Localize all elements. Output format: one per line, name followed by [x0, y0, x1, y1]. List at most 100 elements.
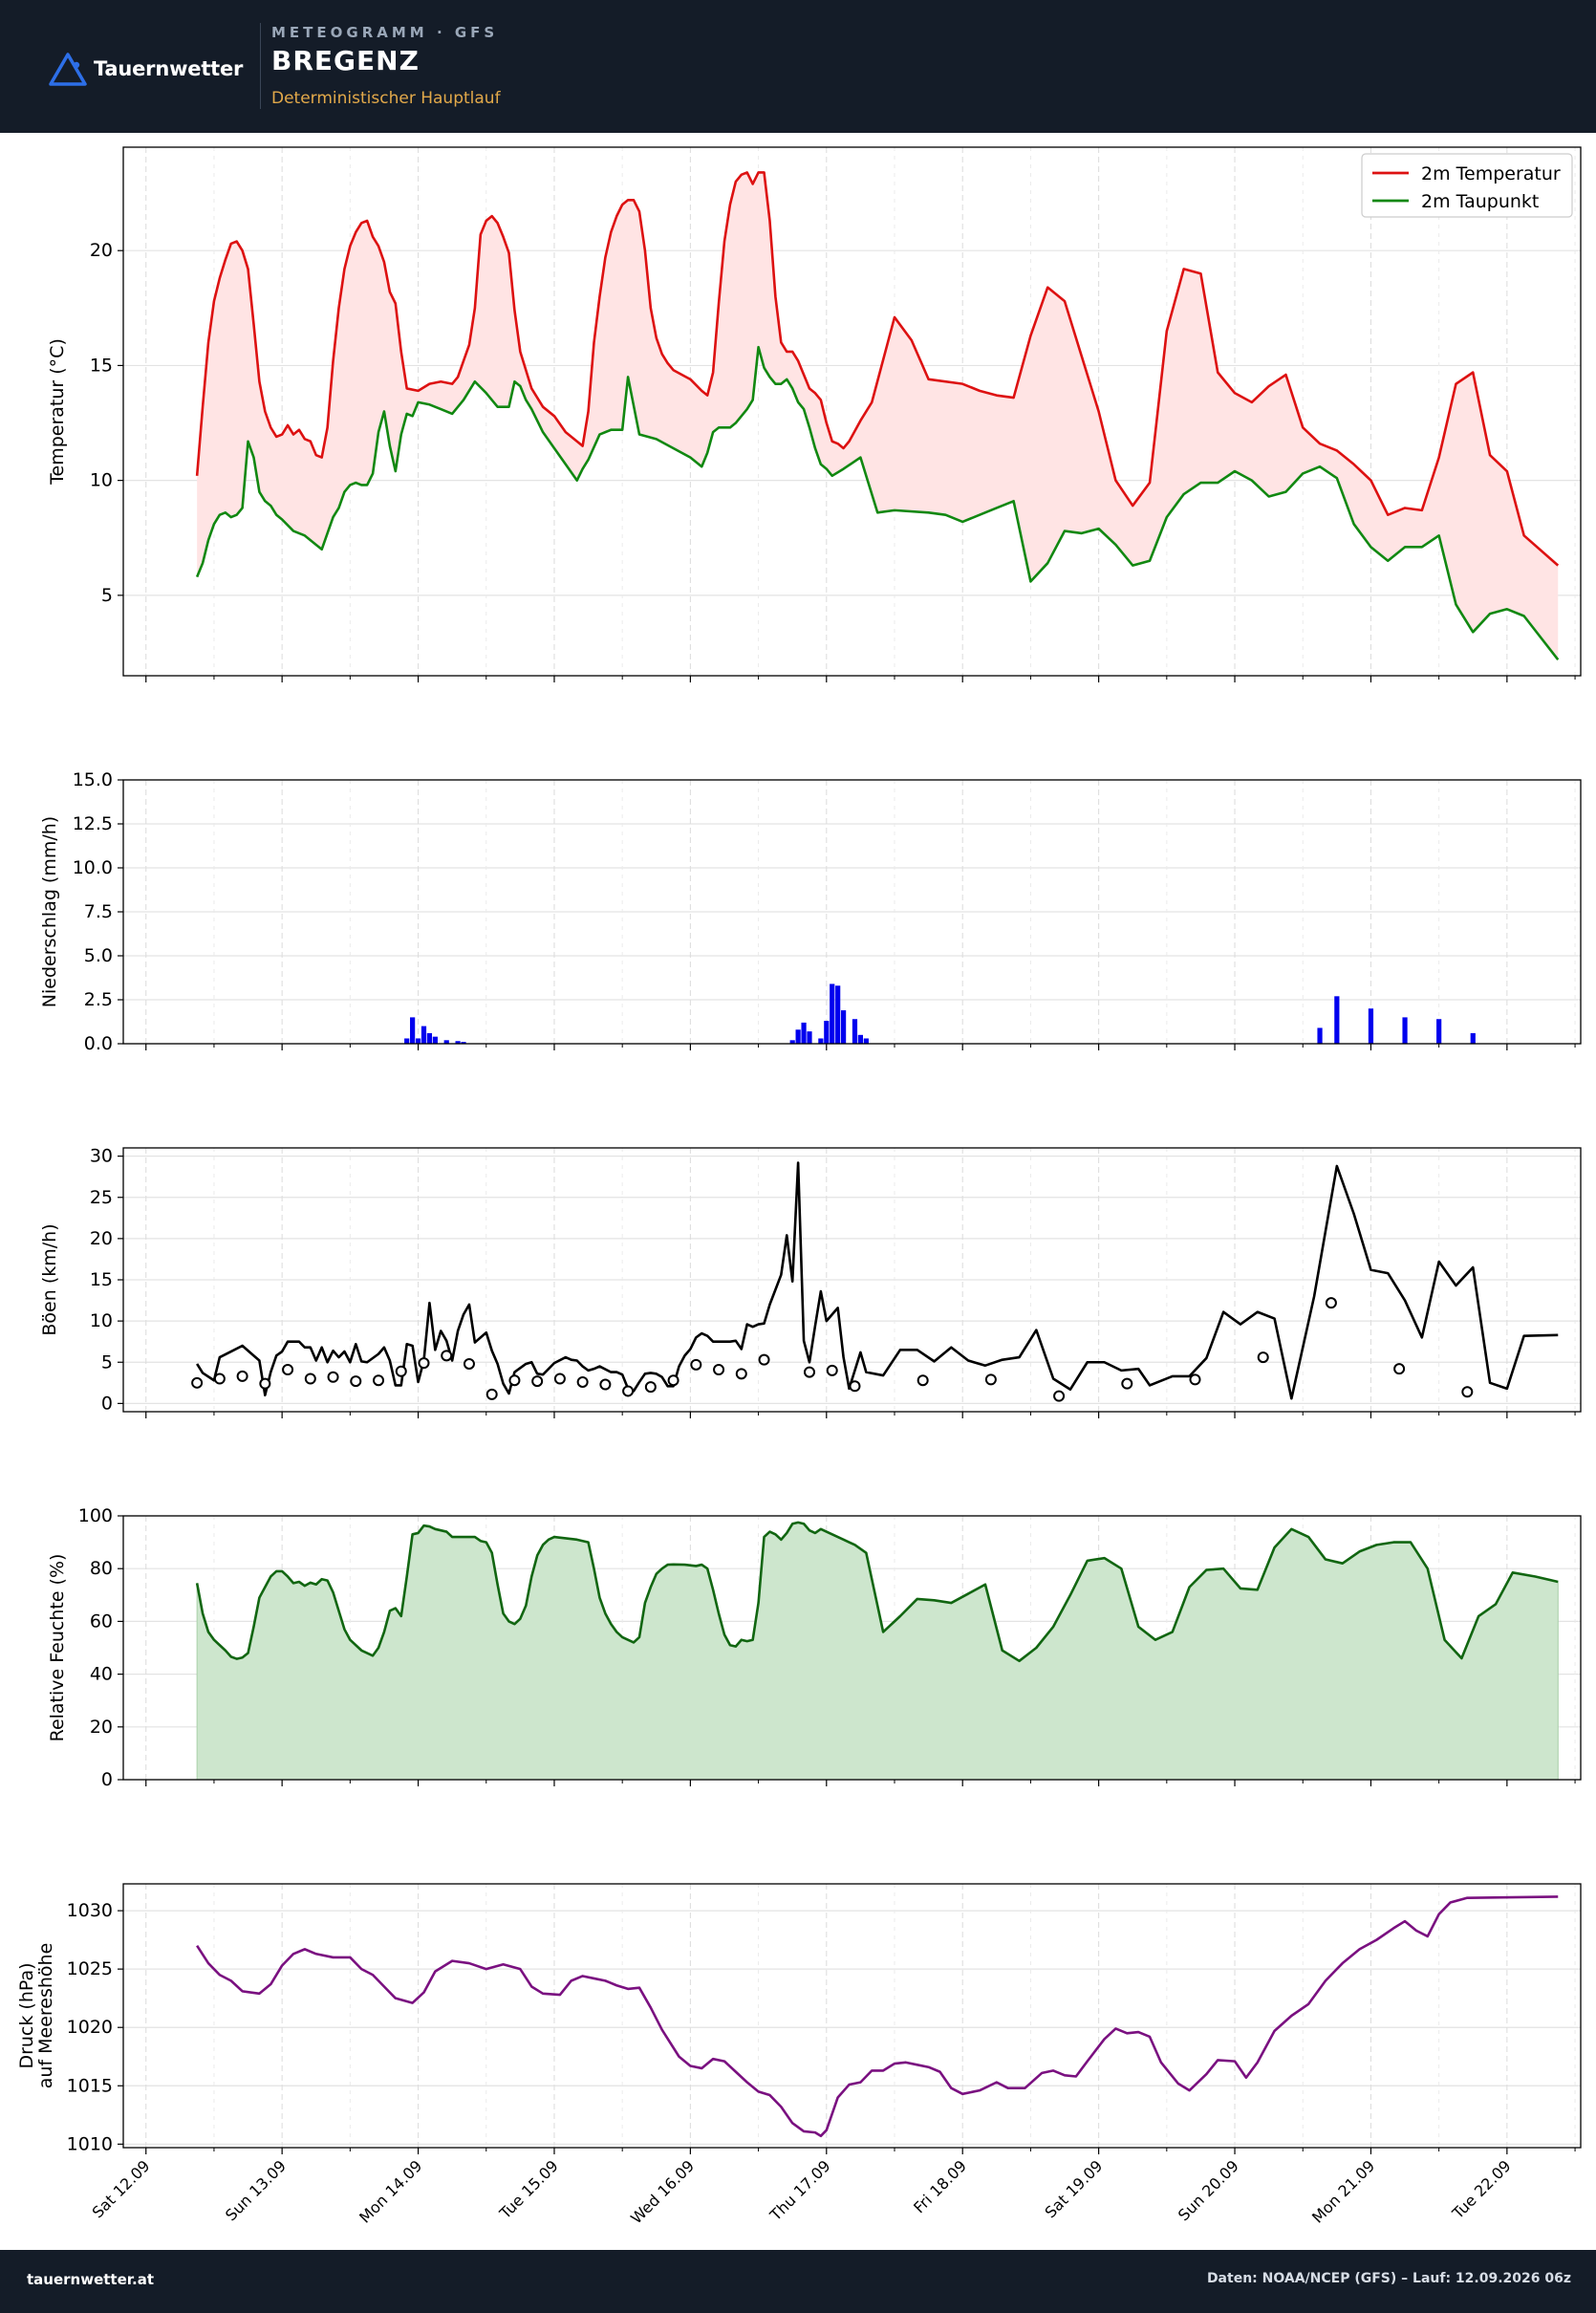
precipitation-bar: [801, 1022, 807, 1044]
gust-mean-marker: [485, 1388, 498, 1400]
precipitation-bar: [461, 1042, 466, 1044]
x-tick-label: Sun 13.09: [222, 2156, 290, 2224]
gust-mean-marker: [826, 1364, 838, 1376]
precipitation-bar: [830, 984, 835, 1044]
gust-mean-marker: [553, 1373, 566, 1385]
plot-area: [404, 984, 1476, 1044]
x-tick-label: Tue 15.09: [495, 2156, 561, 2222]
gust-mean-marker: [373, 1374, 385, 1387]
gust-mean-marker: [1189, 1373, 1201, 1386]
precipitation-bar: [1317, 1027, 1323, 1044]
precipitation-bar: [410, 1017, 416, 1044]
y-tick-label: 10.0: [73, 857, 113, 878]
gust-mean-marker: [984, 1373, 997, 1386]
mountain-triangle-icon: [49, 53, 87, 86]
plot-area: [195, 171, 1560, 660]
precipitation-bar: [857, 1034, 864, 1044]
panel-precipitation: 0.0 2.5 5.0 7.5 10.0 12.5 15.0 Niederschlag (mm…: [39, 769, 1582, 1054]
precipitation-bar: [863, 1038, 869, 1044]
gust-mean-marker: [531, 1375, 544, 1388]
x-tick-label: Sun 20.09: [1175, 2156, 1242, 2224]
gust-mean-marker: [441, 1350, 453, 1362]
gust-mean-marker: [508, 1374, 521, 1387]
y-axis-label: Druck (hPa): [16, 1962, 37, 2068]
footer-bar: tauernwetter.at Daten: NOAA/NCEP (GFS) –…: [0, 2250, 1596, 2313]
y-axis-label-2: auf Meereshöhe: [35, 1943, 56, 2089]
y-tick-label: 0.0: [84, 1033, 113, 1054]
gust-mean-marker: [758, 1353, 770, 1366]
legend-entry: 2m Taupunkt: [1421, 191, 1539, 212]
temperature-series-line-0: [195, 171, 1560, 567]
y-tick-label: 20: [90, 1717, 113, 1738]
gust-mean-marker: [690, 1358, 702, 1371]
y-tick-label: 30: [90, 1146, 113, 1167]
panel-temperature: 5 10 15 20 Temperatur (°C) 2m Temperatur 2m Ta…: [47, 146, 1582, 682]
gust-mean-marker: [713, 1364, 725, 1376]
y-tick-label: 80: [90, 1558, 113, 1579]
y-tick-label: 40: [90, 1664, 113, 1685]
precipitation-bar: [795, 1029, 801, 1044]
y-axis-label: Temperatur (°C): [47, 338, 68, 486]
precipitation-bar: [1470, 1032, 1476, 1044]
gust-mean-marker: [259, 1377, 271, 1390]
plot-area: [196, 1895, 1559, 2138]
precipitation-bar: [835, 985, 841, 1044]
footer-site-link[interactable]: tauernwetter.at: [27, 2271, 155, 2288]
y-tick-label: 20: [90, 1228, 113, 1249]
gust-mean-marker: [213, 1373, 226, 1385]
precipitation-bar: [1368, 1008, 1374, 1044]
gust-mean-marker: [236, 1370, 248, 1382]
y-tick-label: 1015: [67, 2075, 113, 2096]
y-tick-label: 1010: [67, 2133, 113, 2154]
brand-name: Tauernwetter: [94, 57, 244, 80]
y-tick-label: 5: [101, 1351, 113, 1373]
x-tick-label: Sat 19.09: [1041, 2156, 1106, 2221]
plot-area: [191, 1161, 1559, 1402]
x-tick-label: Sat 12.09: [89, 2156, 154, 2221]
precipitation-bar: [789, 1040, 795, 1044]
gust-mean-marker: [191, 1376, 204, 1389]
gust-mean-marker: [1461, 1386, 1474, 1398]
legend-box: [1361, 153, 1573, 218]
precipitation-bar: [1436, 1019, 1442, 1044]
y-tick-label: 60: [90, 1610, 113, 1632]
y-tick-label: 12.5: [73, 813, 113, 834]
gust-mean-marker: [803, 1366, 815, 1378]
x-tick-label: Mon 21.09: [1308, 2156, 1378, 2226]
gust-mean-marker: [1257, 1351, 1269, 1364]
gust-mean-marker: [304, 1373, 316, 1385]
panel-humidity: 0 20 40 60 80 100 Relative Feuchte (%): [47, 1505, 1582, 1790]
gust-mean-marker: [1393, 1363, 1406, 1375]
gust-mean-marker: [350, 1375, 362, 1388]
gust-mean-marker: [667, 1374, 679, 1387]
y-tick-label: 10: [90, 1310, 113, 1331]
x-tick-label: Fri 18.09: [910, 2156, 970, 2216]
y-tick-label: 1020: [67, 2017, 113, 2038]
gust-mean-marker: [1053, 1390, 1066, 1402]
panel-frame: [122, 1515, 1582, 1781]
gust-mean-marker: [282, 1364, 294, 1376]
y-tick-label: 15: [90, 1269, 113, 1290]
y-tick-label: 25: [90, 1187, 113, 1208]
precipitation-bar: [852, 1019, 858, 1044]
y-tick-label: 0: [101, 1393, 113, 1414]
temperature-dewpoint-fill: [197, 172, 1559, 660]
header-divider: [260, 23, 261, 109]
precipitation-bar: [443, 1040, 449, 1044]
gust-mean-marker: [395, 1365, 407, 1377]
brand-logo[interactable]: Tauernwetter: [48, 50, 243, 88]
precipitation-bar: [1402, 1017, 1408, 1044]
precipitation-bar: [807, 1031, 812, 1044]
station-name: BREGENZ: [271, 45, 420, 76]
x-tick-label: Mon 14.09: [356, 2156, 425, 2226]
y-tick-label: 7.5: [84, 901, 113, 922]
gust-mean-marker: [1325, 1297, 1337, 1309]
temperature-series-line-1: [195, 345, 1560, 660]
gust-mean-marker: [644, 1381, 657, 1394]
humidity-series-line-0: [195, 1521, 1559, 1663]
y-tick-label: 1025: [67, 1958, 113, 1979]
precipitation-bar: [840, 1010, 847, 1044]
gust-mean-marker: [622, 1385, 635, 1397]
pressure-series-line-0: [196, 1895, 1559, 2138]
